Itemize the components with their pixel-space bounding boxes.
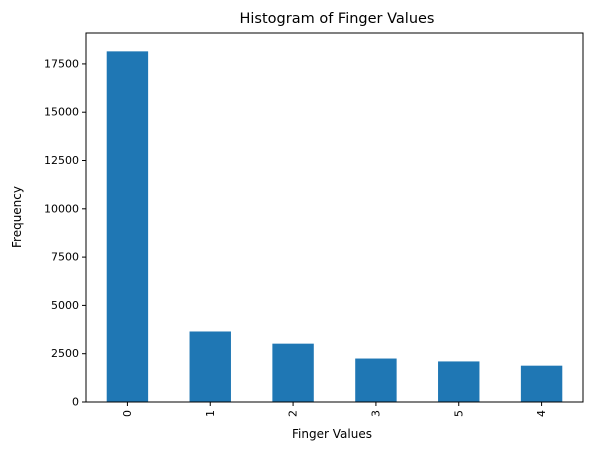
bar-3 (355, 358, 397, 402)
x-axis: 0 1 2 3 5 4 (121, 402, 548, 417)
bar-4 (520, 365, 563, 402)
x-tick-label: 1 (204, 410, 217, 417)
bar-2 (272, 343, 314, 402)
x-tick-label: 5 (452, 410, 465, 417)
y-axis-label: Frequency (10, 186, 24, 248)
plot-frame (85, 32, 584, 403)
y-tick-label: 7500 (51, 251, 79, 264)
bar-0 (106, 51, 149, 403)
y-tick-label: 17500 (44, 57, 79, 70)
x-tick-label: 0 (121, 410, 134, 417)
bar-5 (438, 361, 480, 402)
y-tick-label: 15000 (44, 106, 79, 119)
y-tick-label: 2500 (51, 347, 79, 360)
x-tick-label: 2 (287, 410, 300, 417)
y-tick-label: 12500 (44, 154, 79, 167)
y-tick-label: 0 (72, 396, 79, 409)
bars-group (106, 51, 563, 403)
x-tick-label: 3 (369, 410, 382, 417)
y-tick-label: 10000 (44, 202, 79, 215)
x-tick-label: 4 (535, 410, 548, 417)
y-axis: 0 2500 5000 7500 10000 12500 15000 17500 (44, 57, 86, 409)
chart-title: Histogram of Finger Values (240, 11, 435, 27)
x-axis-label: Finger Values (292, 427, 372, 441)
bar-1 (189, 331, 231, 402)
y-tick-label: 5000 (51, 299, 79, 312)
